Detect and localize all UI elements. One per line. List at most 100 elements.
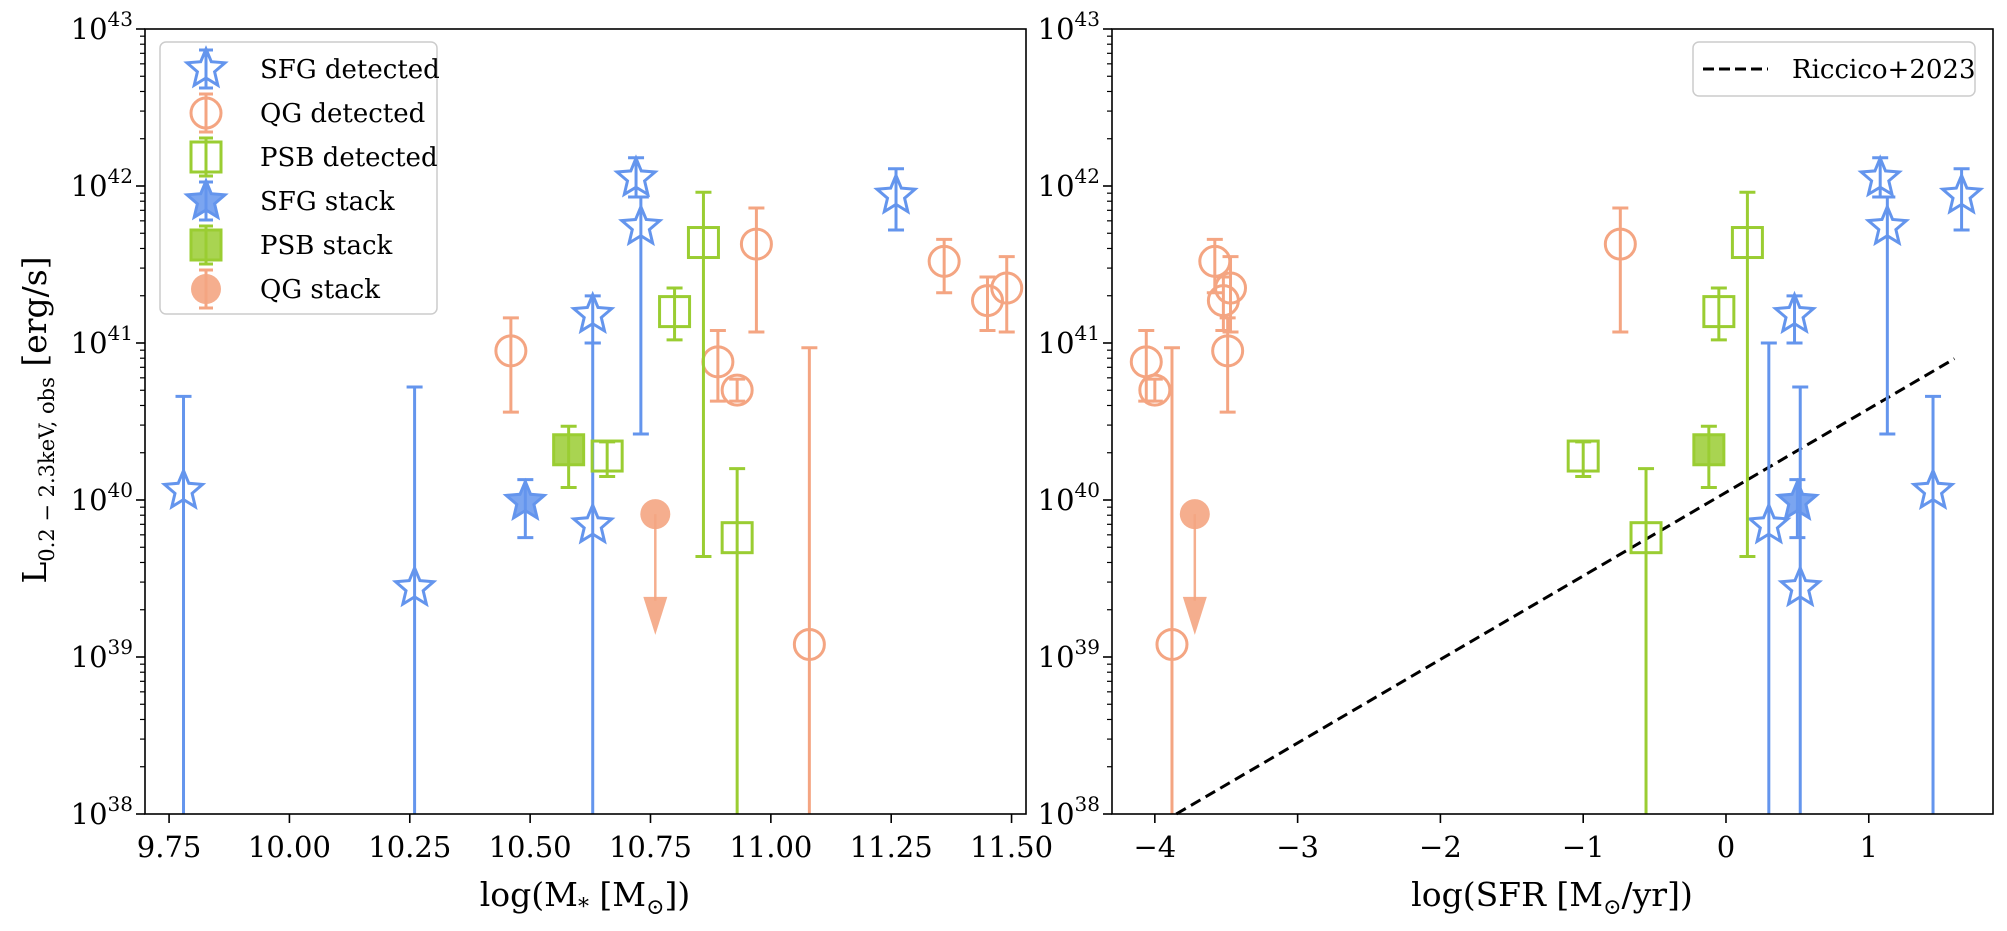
qg-detected-point xyxy=(494,334,528,368)
legend-marker-sfg-stack xyxy=(183,177,229,221)
qg-detected-point xyxy=(739,227,773,261)
sfg-detected-point xyxy=(1938,171,1985,215)
psb-detected-point xyxy=(1629,521,1663,555)
x-tick-label: 0 xyxy=(1717,830,1735,864)
legend-marker-psb-detected xyxy=(189,140,223,174)
qg-detected-point xyxy=(1603,227,1637,261)
left-legend-box xyxy=(159,41,438,315)
upper-limit-arrow xyxy=(1182,596,1207,635)
y-tick-label: 1039 xyxy=(1038,635,1100,674)
riccico-relation-line xyxy=(1175,357,1956,816)
left-plot-frame xyxy=(144,28,1027,815)
x-tick-label: −2 xyxy=(1419,830,1462,864)
sfg-detected-point xyxy=(569,501,616,545)
left-x-axis-label: log(M* [M⊙]) xyxy=(480,875,691,920)
y-tick-label: 1039 xyxy=(71,635,133,674)
x-tick-label: 10.50 xyxy=(489,830,572,864)
qg-stack-point xyxy=(1179,499,1210,530)
qg-detected-point xyxy=(927,244,961,278)
qg-detected-point xyxy=(1155,627,1189,661)
qg-detected-point xyxy=(1138,373,1172,407)
legend-label-sfg-stack: SFG stack xyxy=(260,187,395,217)
y-tick-label: 1043 xyxy=(1038,7,1100,46)
sfg-detected-point xyxy=(613,154,659,198)
qg-stack-point xyxy=(640,499,671,530)
legend-label-psb-detected: PSB detected xyxy=(260,143,438,173)
right-legend: Riccico+2023 xyxy=(1692,41,1976,97)
qg-detected-point xyxy=(990,271,1024,305)
legend-label-sfg-detected: SFG detected xyxy=(260,55,440,85)
psb-detected-point xyxy=(1702,295,1736,329)
right-x-axis-label: log(SFR [M⊙/yr]) xyxy=(1411,875,1693,920)
y-axis-label-sub: 0.2 − 2.3keV, obs xyxy=(35,377,59,562)
y-tick-label: 1038 xyxy=(1038,792,1100,831)
psb-detected-point xyxy=(686,226,720,260)
left-legend: SFG detected QG detected PSB detected SF… xyxy=(159,41,440,315)
sfg-stack-point xyxy=(502,477,548,521)
qg-detected-point xyxy=(970,284,1004,318)
legend-marker-qg-stack xyxy=(191,274,221,304)
legend-marker-qg-detected xyxy=(189,96,223,130)
x-tick-label: −3 xyxy=(1276,830,1319,864)
sfg-stack-point xyxy=(1774,477,1821,521)
left-x-label-end: ]) xyxy=(665,875,691,914)
right-legend-box xyxy=(1692,41,1976,97)
left-x-label-mid: [M xyxy=(589,875,646,914)
right-x-label-sub: ⊙ xyxy=(1603,895,1621,920)
sfg-detected-point xyxy=(873,171,919,215)
y-tick-label: 1043 xyxy=(71,7,133,46)
legend-marker-psb-stack xyxy=(189,228,223,262)
left-panel: 9.75 10.00 10.25 10.50 10.75 11.00 11.25 11.50 … xyxy=(15,7,1053,920)
y-tick-label: 1042 xyxy=(1038,164,1100,203)
sfg-detected-point xyxy=(1910,466,1956,510)
x-tick-label: −1 xyxy=(1562,830,1605,864)
y-axis-label: L0.2 − 2.3keV, obs [erg/s] xyxy=(15,256,59,583)
x-tick-label: −4 xyxy=(1133,830,1176,864)
sfg-detected-point xyxy=(569,290,616,335)
y-tick-label: 1040 xyxy=(1038,478,1100,517)
left-x-label-sub1: * xyxy=(578,895,589,920)
upper-limit-arrow xyxy=(643,596,668,635)
right-x-label-main: log(SFR [M xyxy=(1411,875,1603,914)
psb-detected-point xyxy=(720,521,754,555)
sfg-detected-point xyxy=(160,466,207,510)
legend-label-qg-stack: QG stack xyxy=(260,275,380,305)
y-tick-label: 1041 xyxy=(1038,321,1100,360)
legend-marker-sfg-detected xyxy=(183,45,229,89)
y-tick-label: 1040 xyxy=(71,478,133,517)
y-tick-label: 1042 xyxy=(71,164,133,203)
psb-stack-point xyxy=(552,433,586,467)
qg-detected-point xyxy=(792,627,826,661)
y-tick-label: 1041 xyxy=(71,321,133,360)
psb-detected-point xyxy=(590,439,624,473)
x-tick-label: 10.00 xyxy=(248,830,331,864)
legend-label-qg-detected: QG detected xyxy=(260,99,425,129)
x-tick-label: 10.75 xyxy=(609,830,692,864)
legend-label-riccico: Riccico+2023 xyxy=(1792,55,1976,85)
psb-detected-point xyxy=(1730,226,1764,260)
x-tick-label: 10.25 xyxy=(368,830,451,864)
x-tick-label: 11.50 xyxy=(970,830,1053,864)
x-tick-label: 1 xyxy=(1860,830,1878,864)
sfg-detected-point xyxy=(391,564,438,608)
y-axis-label-main: L xyxy=(15,562,54,584)
right-panel: −4 −3 −2 −1 0 1 1038 1039 1040 1041 1042 1043 log(… xyxy=(1038,7,1994,920)
x-tick-label: 9.75 xyxy=(137,830,202,864)
sfg-detected-point xyxy=(1777,564,1824,608)
qg-detected-point xyxy=(1211,334,1245,368)
y-tick-label: 1038 xyxy=(71,792,133,831)
sfg-detected-point xyxy=(618,202,664,247)
sfg-detected-point xyxy=(1771,290,1818,335)
right-x-label-end: /yr]) xyxy=(1622,875,1693,914)
sfg-detected-point xyxy=(1864,202,1911,247)
psb-detected-point xyxy=(1566,439,1600,473)
left-x-label-main: log(M xyxy=(480,875,578,914)
psb-stack-point xyxy=(1692,433,1726,467)
legend-label-psb-stack: PSB stack xyxy=(260,231,393,261)
psb-detected-point xyxy=(658,295,692,329)
right-plot-frame xyxy=(1111,28,1994,815)
sfg-detected-point xyxy=(1746,501,1792,545)
x-tick-label: 11.00 xyxy=(729,830,812,864)
y-axis-label-unit: [erg/s] xyxy=(15,256,54,377)
